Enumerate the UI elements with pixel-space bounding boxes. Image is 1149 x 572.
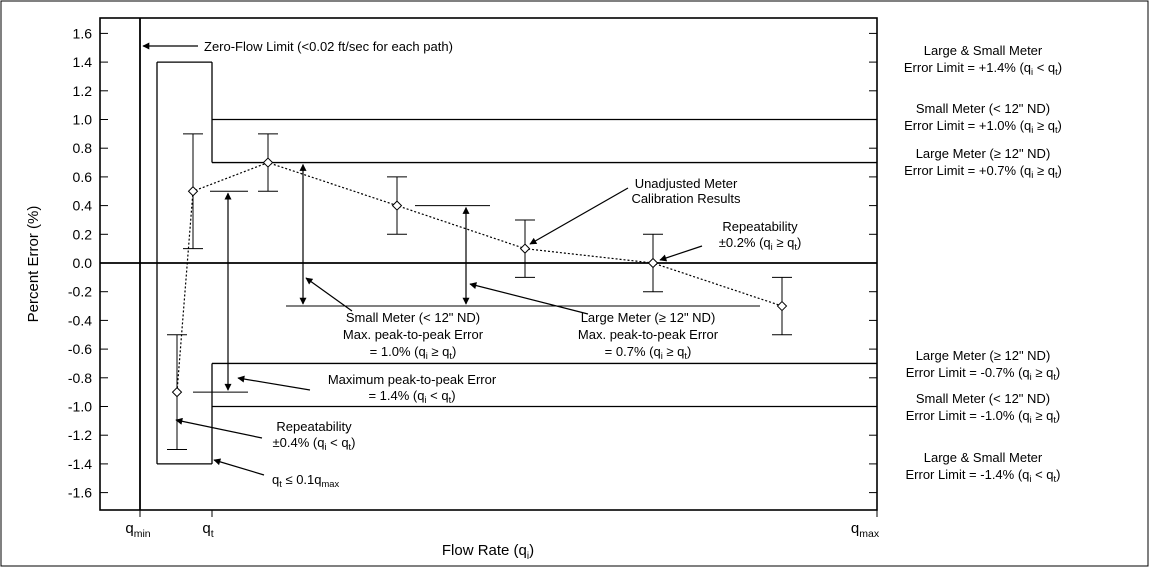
x-tick-label-qmin: qmin bbox=[125, 520, 150, 540]
unadjusted-label-2: Calibration Results bbox=[631, 191, 741, 206]
y-tick-label: -0.4 bbox=[68, 312, 92, 328]
large-p2p-label-3: = 0.7% (qi ≥ qt) bbox=[605, 344, 692, 361]
repeat-hi-arrow bbox=[659, 245, 703, 262]
text-layer: 1.6 1.4 1.2 1.0 0.8 0.6 0.4 0.2 0.0 -0.2 -0.4 -0.6 -… bbox=[25, 25, 1062, 562]
right-label-line1: Large Meter (≥ 12" ND) bbox=[916, 348, 1051, 363]
large-p2p-label-1: Large Meter (≥ 12" ND) bbox=[581, 310, 716, 325]
annotation-layer bbox=[142, 42, 760, 476]
data-point bbox=[519, 243, 531, 254]
right-label-line1: Large & Small Meter bbox=[924, 43, 1043, 58]
data-point bbox=[391, 200, 403, 211]
data-point bbox=[647, 257, 659, 269]
y-tick-label: 0.8 bbox=[73, 140, 93, 156]
y-tick-label: 0.0 bbox=[73, 255, 93, 271]
right-label-line2: Error Limit = -1.0% (qi ≥ qt) bbox=[906, 408, 1061, 425]
unadjusted-arrow bbox=[529, 187, 629, 245]
y-tick-label: -1.6 bbox=[68, 485, 92, 501]
right-label-line1: Small Meter (< 12" ND) bbox=[916, 391, 1050, 406]
max-p2p-label-2: = 1.4% (qi < qt) bbox=[368, 388, 455, 405]
right-label-line2: Error Limit = -0.7% (qi ≥ qt) bbox=[906, 365, 1061, 382]
y-tick-label: 1.6 bbox=[73, 25, 93, 41]
large-p2p-arrow bbox=[469, 282, 589, 315]
unadjusted-label-1: Unadjusted Meter bbox=[635, 176, 738, 191]
repeat-lo-label-2: ±0.4% (qi < qt) bbox=[272, 435, 355, 452]
y-tick-label: 0.4 bbox=[73, 198, 93, 214]
x-axis-label: Flow Rate (qi) bbox=[442, 542, 534, 562]
repeat-hi-label-2: ±0.2% (qi ≥ qt) bbox=[719, 235, 802, 252]
y-tick-label: -1.4 bbox=[68, 456, 92, 472]
right-label-line2: Error Limit = -1.4% (qi < qt) bbox=[906, 467, 1061, 484]
qt-note-arrow bbox=[213, 458, 265, 476]
y-axis-label: Percent Error (%) bbox=[25, 206, 42, 323]
large-p2p-label-2: Max. peak-to-peak Error bbox=[578, 327, 719, 342]
max-p2p-arrow bbox=[237, 375, 311, 391]
data-point bbox=[187, 186, 199, 197]
small-p2p-label-2: Max. peak-to-peak Error bbox=[343, 327, 484, 342]
small-p2p-label-3: = 1.0% (qi ≥ qt) bbox=[370, 344, 457, 361]
repeat-lo-label-1: Repeatability bbox=[276, 419, 352, 434]
right-label-line2: Error Limit = +1.0% (qi ≥ qt) bbox=[904, 118, 1062, 135]
right-label-line1: Small Meter (< 12" ND) bbox=[916, 101, 1050, 116]
y-tick-label: -1.0 bbox=[68, 399, 92, 415]
repeat-hi-label-1: Repeatability bbox=[722, 219, 798, 234]
data-layer bbox=[167, 133, 792, 451]
zero-flow-label: Zero-Flow Limit (<0.02 ft/sec for each p… bbox=[204, 39, 453, 54]
y-tick-label: 0.6 bbox=[73, 169, 93, 185]
y-tick-label: -1.2 bbox=[68, 427, 92, 443]
qt-note-label: qt ≤ 0.1qmax bbox=[272, 472, 339, 489]
max-p2p-label-1: Maximum peak-to-peak Error bbox=[328, 372, 497, 387]
y-tick-label: 1.4 bbox=[73, 54, 93, 70]
data-point bbox=[776, 300, 788, 312]
limit-lines-layer bbox=[156, 61, 877, 465]
y-tick-label: 0.2 bbox=[73, 226, 93, 242]
repeat-lo-arrow bbox=[175, 417, 263, 439]
right-label-line1: Large & Small Meter bbox=[924, 450, 1043, 465]
right-label-line2: Error Limit = +1.4% (qi < qt) bbox=[904, 60, 1062, 77]
small-p2p-label-1: Small Meter (< 12" ND) bbox=[346, 310, 480, 325]
right-label-line2: Error Limit = +0.7% (qi ≥ qt) bbox=[904, 163, 1062, 180]
plot-box bbox=[99, 17, 878, 511]
small-p2p-arrow bbox=[305, 277, 353, 312]
data-point bbox=[171, 386, 183, 398]
x-tick-label-qmax: qmax bbox=[851, 520, 880, 540]
y-tick-label: 1.2 bbox=[73, 83, 93, 99]
data-point bbox=[262, 157, 274, 168]
y-tick-label: 1.0 bbox=[73, 112, 93, 128]
y-tick-label: -0.8 bbox=[68, 370, 92, 386]
right-label-line1: Large Meter (≥ 12" ND) bbox=[916, 146, 1051, 161]
y-tick-label: -0.2 bbox=[68, 284, 92, 300]
x-tick-label-qt: qt bbox=[202, 520, 213, 540]
y-tick-label: -0.6 bbox=[68, 341, 92, 357]
